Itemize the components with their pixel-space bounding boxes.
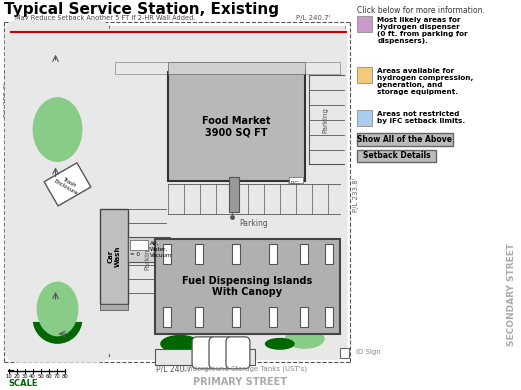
Bar	[356, 133, 453, 145]
Text: P/L 240.7': P/L 240.7'	[156, 365, 194, 374]
Ellipse shape	[36, 282, 79, 336]
Bar	[325, 307, 332, 327]
Text: Areas not restricted
by IFC setback limits.: Areas not restricted by IFC setback limi…	[377, 111, 466, 124]
Bar	[11, 26, 345, 357]
Ellipse shape	[285, 329, 325, 349]
Bar	[356, 16, 373, 32]
Bar	[155, 349, 255, 365]
Bar	[232, 307, 240, 327]
Text: 10: 10	[5, 374, 12, 379]
Bar	[168, 62, 305, 74]
Bar	[340, 348, 349, 358]
Bar	[289, 177, 303, 183]
Text: Food Market
3900 SQ FT: Food Market 3900 SQ FT	[202, 116, 270, 137]
Text: P/L 233.8': P/L 233.8'	[4, 82, 10, 117]
FancyBboxPatch shape	[13, 28, 103, 322]
Text: 50: 50	[37, 374, 44, 379]
FancyBboxPatch shape	[13, 26, 348, 360]
Bar	[168, 72, 305, 181]
Text: 20: 20	[14, 374, 20, 379]
Ellipse shape	[33, 294, 82, 344]
Bar	[130, 240, 148, 250]
Text: SECONDARY STREET: SECONDARY STREET	[506, 243, 515, 346]
Text: Underground Storage Tanks (UST's): Underground Storage Tanks (UST's)	[183, 366, 307, 372]
Text: SCALE: SCALE	[9, 379, 38, 388]
Text: 30: 30	[21, 374, 28, 379]
Text: 80: 80	[61, 374, 68, 379]
Text: May Reduce Setback Another 5 FT if 2-HR Wall Added.: May Reduce Setback Another 5 FT if 2-HR …	[15, 15, 195, 21]
Text: Show All of the Above: Show All of the Above	[357, 135, 452, 144]
Bar	[300, 244, 308, 264]
Polygon shape	[44, 163, 91, 206]
Text: Typical Service Station, Existing: Typical Service Station, Existing	[4, 2, 279, 17]
Bar	[195, 307, 203, 327]
Bar	[356, 67, 373, 83]
Bar	[269, 307, 277, 327]
Text: Click below for more information.: Click below for more information.	[356, 6, 485, 15]
Bar	[155, 239, 340, 334]
FancyBboxPatch shape	[11, 26, 345, 355]
Text: Trash
Enclosure: Trash Enclosure	[53, 173, 82, 196]
Bar	[101, 209, 128, 304]
Text: 70: 70	[53, 374, 60, 379]
FancyBboxPatch shape	[226, 337, 250, 369]
Bar	[163, 244, 171, 264]
Text: 40: 40	[29, 374, 36, 379]
Text: LPG: LPG	[288, 181, 300, 186]
Text: Fuel Dispensing Islands
With Canopy: Fuel Dispensing Islands With Canopy	[182, 276, 313, 297]
Text: Areas available for
hydrogen compression,
generation, and
storage equipment.: Areas available for hydrogen compression…	[377, 68, 474, 95]
Text: P/L 240.7': P/L 240.7'	[296, 15, 330, 21]
Text: Car
Wash: Car Wash	[108, 245, 121, 267]
Bar	[195, 244, 203, 264]
Bar	[101, 304, 128, 310]
Bar	[232, 244, 240, 264]
Bar	[229, 177, 239, 212]
Text: Most likely areas for
Hydrogen dispenser
(0 ft. from parking for
dispensers).: Most likely areas for Hydrogen dispenser…	[377, 17, 468, 44]
Text: Air,
Water,
Vacuum: Air, Water, Vacuum	[150, 241, 172, 258]
Text: = 0: = 0	[130, 252, 140, 257]
Bar	[356, 110, 373, 126]
Ellipse shape	[160, 335, 200, 353]
Text: 60: 60	[45, 374, 52, 379]
Text: Parking: Parking	[322, 106, 329, 133]
Text: ID Sign: ID Sign	[355, 349, 380, 355]
Text: Setback Details: Setback Details	[363, 151, 430, 160]
FancyBboxPatch shape	[5, 20, 110, 363]
Bar	[356, 149, 436, 163]
Text: P/L 233.8': P/L 233.8'	[353, 177, 358, 212]
Ellipse shape	[33, 97, 82, 162]
Text: Parking: Parking	[240, 219, 268, 228]
Ellipse shape	[265, 338, 295, 350]
Bar	[115, 62, 340, 74]
Bar	[163, 307, 171, 327]
Bar	[269, 244, 277, 264]
Bar	[300, 307, 308, 327]
Bar	[128, 237, 170, 262]
Bar	[325, 244, 332, 264]
FancyBboxPatch shape	[192, 337, 216, 369]
Text: Parking: Parking	[144, 244, 150, 270]
FancyBboxPatch shape	[209, 337, 233, 369]
Bar	[11, 26, 110, 357]
Text: PRIMARY STREET: PRIMARY STREET	[193, 377, 287, 387]
Text: Two
Hour
Wall: Two Hour Wall	[4, 65, 19, 82]
